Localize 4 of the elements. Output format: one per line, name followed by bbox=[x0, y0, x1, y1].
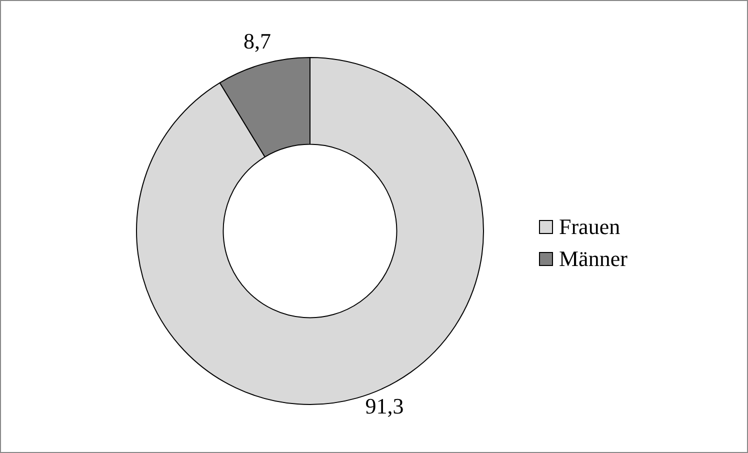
data-label: 91,3 bbox=[365, 393, 404, 418]
data-label: 8,7 bbox=[243, 28, 271, 54]
legend-label: Frauen bbox=[559, 214, 620, 240]
legend-label: Männer bbox=[559, 246, 628, 272]
